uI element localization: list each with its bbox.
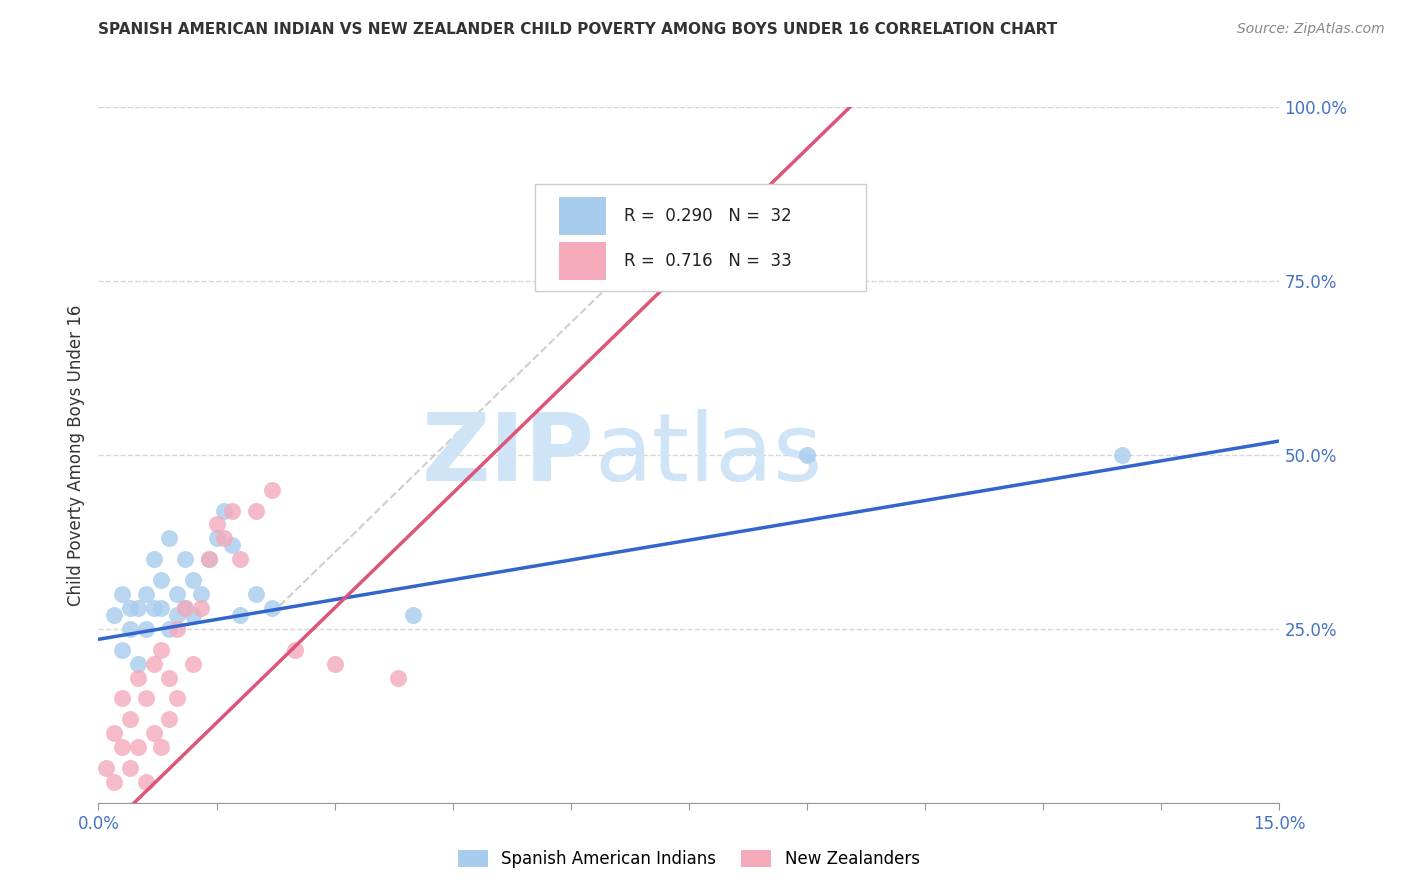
Point	[127, 671, 149, 685]
Point	[157, 532, 180, 546]
Point	[796, 448, 818, 462]
Point	[214, 503, 236, 517]
Point	[166, 587, 188, 601]
Point	[205, 517, 228, 532]
Point	[150, 740, 173, 755]
Point	[245, 503, 267, 517]
Point	[111, 587, 134, 601]
Point	[174, 601, 197, 615]
Point	[214, 532, 236, 546]
Legend: Spanish American Indians, New Zealanders: Spanish American Indians, New Zealanders	[451, 843, 927, 875]
Point	[150, 601, 173, 615]
Point	[190, 601, 212, 615]
Point	[387, 671, 409, 685]
Point	[174, 601, 197, 615]
Point	[229, 552, 252, 566]
Point	[197, 552, 219, 566]
Point	[174, 552, 197, 566]
Text: atlas: atlas	[595, 409, 823, 501]
Point	[221, 538, 243, 552]
Point	[1111, 448, 1133, 462]
Point	[166, 691, 188, 706]
Point	[103, 726, 125, 740]
Point	[166, 622, 188, 636]
Point	[181, 657, 204, 671]
Point	[118, 712, 141, 726]
Point	[157, 671, 180, 685]
Point	[323, 657, 346, 671]
Point	[127, 601, 149, 615]
Point	[127, 740, 149, 755]
Bar	[560, 242, 606, 280]
FancyBboxPatch shape	[536, 184, 866, 292]
Point	[142, 726, 165, 740]
Point	[96, 761, 118, 775]
Point	[135, 775, 157, 789]
Point	[127, 657, 149, 671]
Point	[142, 552, 165, 566]
Point	[118, 601, 141, 615]
Point	[157, 712, 180, 726]
Point	[284, 642, 307, 657]
Point	[111, 642, 134, 657]
Point	[229, 607, 252, 622]
Point	[103, 775, 125, 789]
Point	[142, 601, 165, 615]
Text: SPANISH AMERICAN INDIAN VS NEW ZEALANDER CHILD POVERTY AMONG BOYS UNDER 16 CORRE: SPANISH AMERICAN INDIAN VS NEW ZEALANDER…	[98, 22, 1057, 37]
Point	[402, 86, 425, 100]
Text: ZIP: ZIP	[422, 409, 595, 501]
Text: R =  0.290   N =  32: R = 0.290 N = 32	[624, 207, 792, 226]
Y-axis label: Child Poverty Among Boys Under 16: Child Poverty Among Boys Under 16	[66, 304, 84, 606]
Point	[103, 607, 125, 622]
Point	[205, 532, 228, 546]
Point	[111, 740, 134, 755]
Point	[260, 601, 283, 615]
Point	[118, 761, 141, 775]
Point	[197, 552, 219, 566]
Point	[118, 622, 141, 636]
Point	[135, 587, 157, 601]
Point	[166, 607, 188, 622]
Point	[157, 622, 180, 636]
Point	[142, 657, 165, 671]
Point	[135, 622, 157, 636]
Point	[221, 503, 243, 517]
Point	[111, 691, 134, 706]
Text: Source: ZipAtlas.com: Source: ZipAtlas.com	[1237, 22, 1385, 37]
Bar	[560, 197, 606, 235]
Point	[181, 573, 204, 587]
Point	[135, 691, 157, 706]
Point	[150, 642, 173, 657]
Point	[190, 587, 212, 601]
Point	[150, 573, 173, 587]
Point	[181, 607, 204, 622]
Text: R =  0.716   N =  33: R = 0.716 N = 33	[624, 252, 792, 270]
Point	[260, 483, 283, 497]
Point	[402, 607, 425, 622]
Point	[245, 587, 267, 601]
